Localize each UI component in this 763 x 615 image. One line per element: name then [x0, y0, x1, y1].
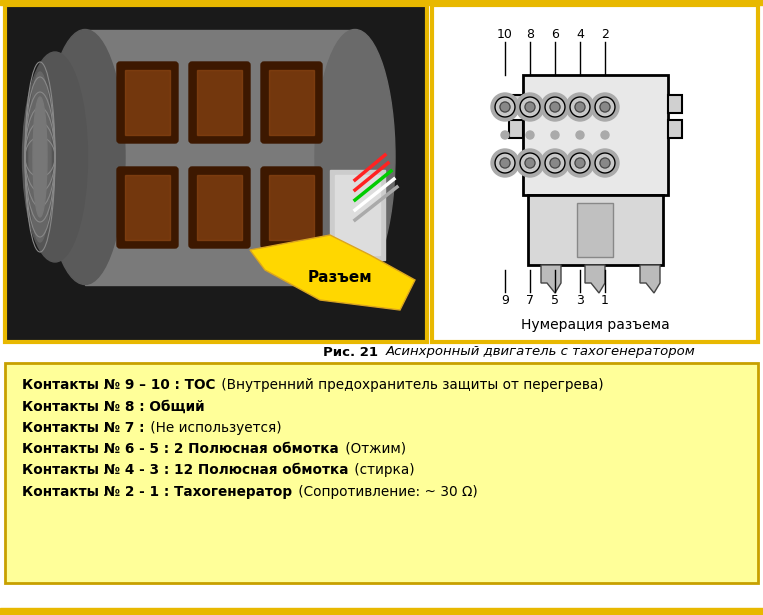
Circle shape	[541, 149, 569, 177]
Circle shape	[495, 97, 515, 117]
Text: Разъем: Разъем	[307, 271, 372, 285]
Text: 8: 8	[526, 28, 534, 41]
Text: 6: 6	[551, 28, 559, 41]
FancyBboxPatch shape	[261, 167, 322, 248]
Text: 10: 10	[497, 28, 513, 41]
Text: 9: 9	[501, 293, 509, 306]
Text: Нумерация разъема: Нумерация разъема	[520, 318, 669, 332]
Circle shape	[525, 102, 535, 112]
Text: 5: 5	[551, 293, 559, 306]
Circle shape	[566, 93, 594, 121]
FancyBboxPatch shape	[189, 62, 250, 143]
Ellipse shape	[45, 30, 125, 285]
Bar	[330, 170, 385, 260]
Circle shape	[550, 158, 560, 168]
FancyBboxPatch shape	[261, 62, 322, 143]
Bar	[125, 175, 170, 240]
Text: (Отжим): (Отжим)	[341, 442, 406, 456]
Text: Контакты № 8 : Общий: Контакты № 8 : Общий	[22, 400, 204, 414]
FancyBboxPatch shape	[5, 363, 758, 583]
Bar	[125, 70, 170, 135]
Circle shape	[525, 158, 535, 168]
Circle shape	[520, 153, 540, 173]
FancyBboxPatch shape	[189, 167, 250, 248]
Text: Контакты № 9 – 10 : ТОС: Контакты № 9 – 10 : ТОС	[22, 378, 215, 392]
Circle shape	[520, 97, 540, 117]
Bar	[269, 175, 314, 240]
Circle shape	[591, 149, 619, 177]
Bar	[85, 30, 355, 285]
Circle shape	[570, 97, 590, 117]
Bar	[577, 203, 613, 257]
Bar	[668, 120, 682, 138]
Circle shape	[566, 149, 594, 177]
Circle shape	[600, 158, 610, 168]
Bar	[197, 175, 242, 240]
Ellipse shape	[22, 52, 88, 262]
Text: 7: 7	[526, 293, 534, 306]
Polygon shape	[640, 265, 660, 293]
Text: Асинхронный двигатель с тахогенератором: Асинхронный двигатель с тахогенератором	[386, 346, 696, 359]
FancyBboxPatch shape	[432, 5, 758, 342]
Circle shape	[491, 93, 519, 121]
FancyBboxPatch shape	[117, 62, 178, 143]
Polygon shape	[585, 265, 605, 293]
Circle shape	[575, 158, 585, 168]
Text: Контакты № 6 - 5 : 2 Полюсная обмотка: Контакты № 6 - 5 : 2 Полюсная обмотка	[22, 442, 339, 456]
FancyBboxPatch shape	[528, 195, 663, 265]
Polygon shape	[250, 235, 415, 310]
Circle shape	[501, 131, 509, 139]
Bar	[335, 175, 380, 255]
Ellipse shape	[33, 97, 47, 217]
Text: 1: 1	[601, 293, 609, 306]
Circle shape	[576, 131, 584, 139]
Circle shape	[550, 102, 560, 112]
Circle shape	[541, 93, 569, 121]
Circle shape	[491, 149, 519, 177]
Circle shape	[570, 153, 590, 173]
Circle shape	[551, 131, 559, 139]
Text: (Сопротивление: ~ 30 Ω): (Сопротивление: ~ 30 Ω)	[294, 485, 478, 499]
Circle shape	[595, 97, 615, 117]
FancyBboxPatch shape	[117, 167, 178, 248]
Circle shape	[516, 93, 544, 121]
Circle shape	[545, 153, 565, 173]
Bar	[269, 70, 314, 135]
Text: (Внутренний предохранитель защиты от перегрева): (Внутренний предохранитель защиты от пер…	[217, 378, 604, 392]
Text: Рис. 21: Рис. 21	[324, 346, 383, 359]
Circle shape	[601, 131, 609, 139]
Circle shape	[516, 149, 544, 177]
Circle shape	[495, 153, 515, 173]
Text: Контакты № 4 - 3 : 12 Полюсная обмотка: Контакты № 4 - 3 : 12 Полюсная обмотка	[22, 463, 349, 477]
Text: 2: 2	[601, 28, 609, 41]
Circle shape	[591, 93, 619, 121]
Circle shape	[600, 102, 610, 112]
Circle shape	[575, 102, 585, 112]
Text: Контакты № 2 - 1 : Тахогенератор: Контакты № 2 - 1 : Тахогенератор	[22, 485, 292, 499]
Circle shape	[500, 158, 510, 168]
FancyBboxPatch shape	[5, 5, 427, 342]
Bar	[197, 70, 242, 135]
Bar	[0, 608, 763, 615]
Circle shape	[500, 102, 510, 112]
Polygon shape	[541, 265, 561, 293]
Bar	[509, 120, 523, 138]
Bar	[668, 95, 682, 113]
Text: Контакты № 7 :: Контакты № 7 :	[22, 421, 144, 435]
Ellipse shape	[315, 30, 395, 285]
Text: 4: 4	[576, 28, 584, 41]
Circle shape	[526, 131, 534, 139]
Bar	[0, 0, 763, 5]
Text: (стирка): (стирка)	[350, 463, 415, 477]
Text: 3: 3	[576, 293, 584, 306]
FancyBboxPatch shape	[523, 75, 668, 195]
Circle shape	[545, 97, 565, 117]
Ellipse shape	[29, 72, 51, 242]
Text: (Не используется): (Не используется)	[146, 421, 282, 435]
Bar	[509, 95, 523, 113]
Circle shape	[595, 153, 615, 173]
